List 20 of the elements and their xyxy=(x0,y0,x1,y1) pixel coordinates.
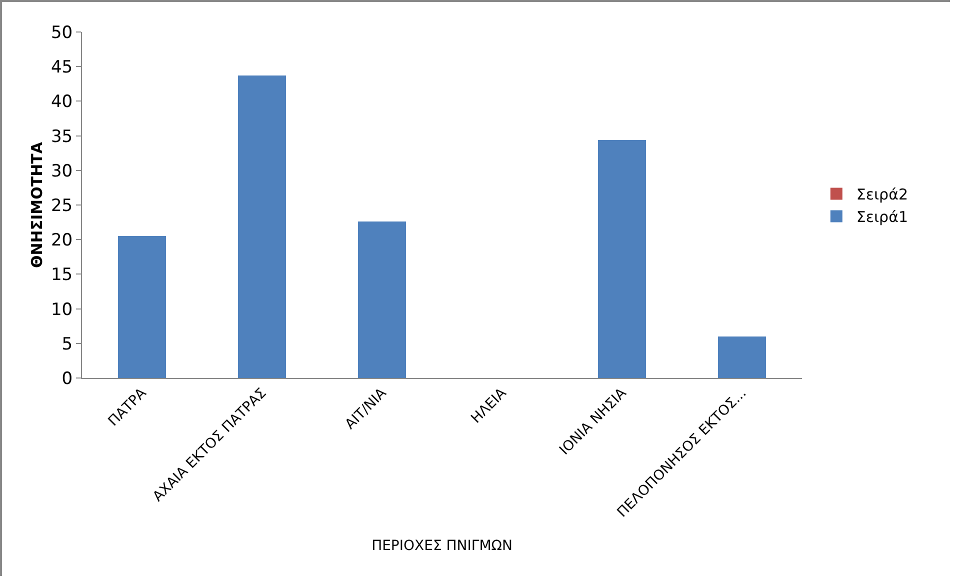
legend-label: Σειρά2 xyxy=(856,186,908,204)
bar xyxy=(118,236,166,378)
y-tick-label: 0 xyxy=(62,368,73,389)
y-tick-label: 50 xyxy=(50,22,73,43)
bar xyxy=(718,336,766,378)
bar xyxy=(358,222,406,378)
y-tick-label: 15 xyxy=(50,265,73,286)
y-tick-label: 45 xyxy=(50,58,73,78)
x-axis-title: ΠΕΡΙΟΧΕΣ ΠΝΙΓΜΩΝ xyxy=(372,538,512,554)
y-tick-label: 40 xyxy=(50,92,73,112)
y-tick-label: 30 xyxy=(50,161,73,182)
legend-label: Σειρά1 xyxy=(856,208,908,226)
y-axis-title: ΘΝΗΣΙΜΟΤΗΤΑ xyxy=(28,142,46,268)
y-tick-label: 10 xyxy=(50,300,73,320)
y-tick-label: 35 xyxy=(50,126,73,147)
bar xyxy=(598,140,646,378)
bar xyxy=(238,76,286,378)
y-tick-label: 20 xyxy=(50,230,73,251)
y-tick-label: 25 xyxy=(50,196,73,216)
y-tick-label: 5 xyxy=(62,334,73,354)
